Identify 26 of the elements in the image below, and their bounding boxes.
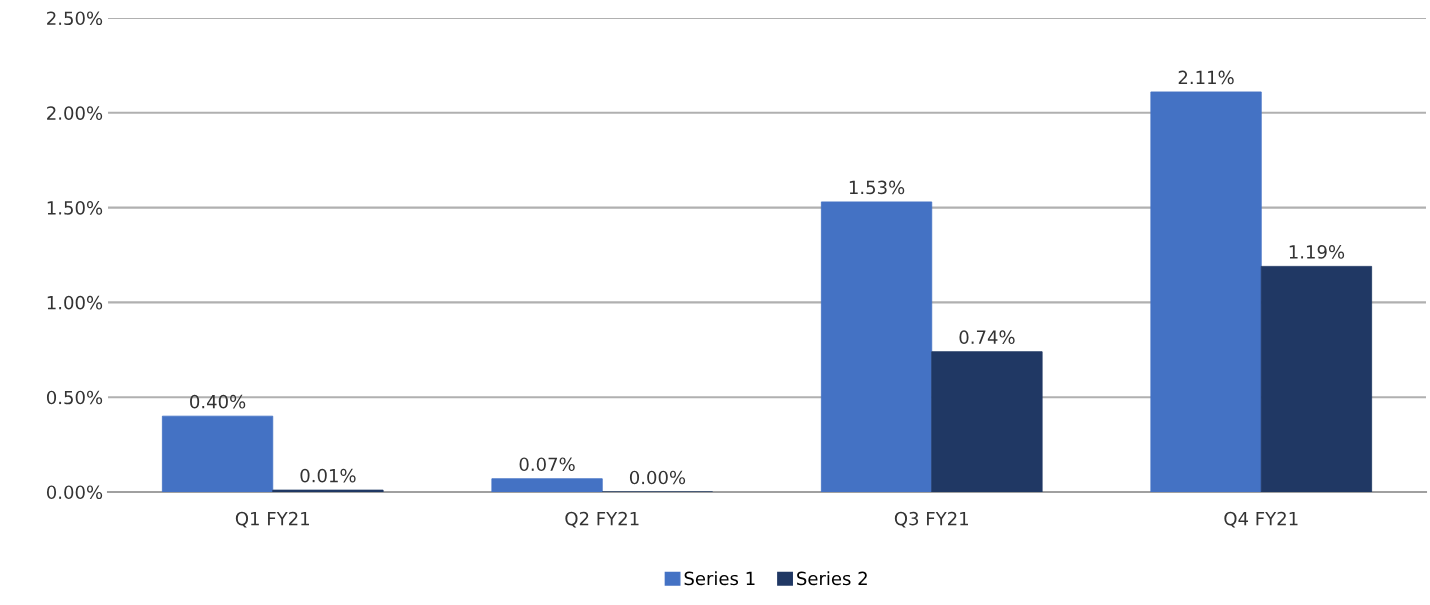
data-label: 1.53% [849,180,905,195]
y-tick-label: 1.50% [47,201,103,215]
x-tick-label: Q4 FY21 [1224,511,1298,528]
data-label: 2.11% [1178,70,1234,85]
bar [1150,91,1262,492]
y-tick-label: 0.00% [46,485,103,500]
legend-label: Series 1 [684,571,755,586]
data-label: 0.07% [519,457,575,472]
data-label: 0.40% [190,394,246,409]
y-tick-label: 0.50% [46,390,103,405]
data-label: 0.01% [300,468,356,483]
y-tick-label: 2.50% [47,11,103,26]
bar [491,478,603,492]
x-tick-label: Q2 FY21 [565,511,639,528]
bar [820,201,933,492]
y-tick-label: 2.00% [47,106,103,120]
x-tick-label: Q3 FY21 [894,511,968,528]
bar [1260,265,1373,492]
legend-label: Series 2 [797,571,867,586]
y-tick-label: 1.00% [47,295,103,310]
bar [931,351,1043,492]
data-label: 0.74% [959,330,1015,345]
x-tick-label: Q1 FY21 [235,511,309,528]
data-label: 0.00% [629,470,686,485]
data-label: 1.19% [1289,245,1345,259]
bar [161,415,274,492]
